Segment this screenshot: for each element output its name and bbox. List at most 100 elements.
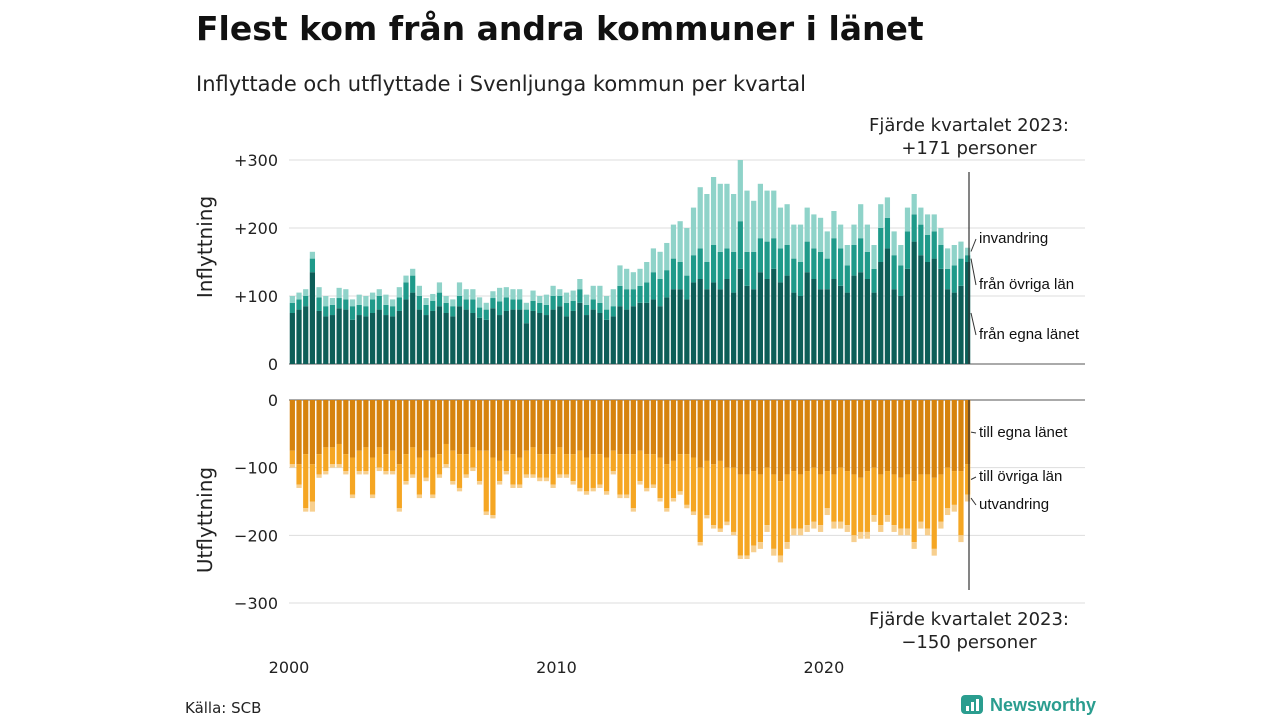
bar-in-in_invandring [550, 285, 556, 296]
bar-in-in_ovriga [510, 299, 516, 310]
bar-out-out_lan [597, 400, 603, 455]
bar-out-out_utvandring [316, 474, 322, 478]
bar-in-in_invandring [617, 265, 623, 286]
bar-out-out_ovriga [657, 457, 663, 499]
bar-out-out_lan [697, 400, 703, 468]
bar-out-out_lan [737, 400, 743, 475]
bar-in-in_ovriga [898, 265, 904, 296]
bar-in-in_lan [951, 292, 957, 364]
label-connector [970, 431, 977, 434]
bar-in-in_invandring [710, 177, 717, 245]
bar-out-out_lan [557, 400, 563, 448]
bar-out-out_ovriga [309, 464, 316, 502]
bar-out-out_lan [349, 400, 356, 458]
bar-out-out_ovriga [497, 460, 503, 482]
bar-out-out_utvandring [657, 498, 663, 502]
bar-out-out_lan [543, 400, 550, 455]
bar-in-in_invandring [603, 296, 610, 310]
bar-out-out_utvandring [784, 542, 790, 549]
y-tick-label-top: +100 [234, 287, 278, 306]
bar-in-in_lan [898, 296, 904, 364]
bar-in-in_invandring [289, 296, 295, 303]
bar-in-in_invandring [476, 297, 483, 308]
bar-in-in_lan [804, 272, 810, 364]
bar-in-in_ovriga [610, 306, 616, 317]
bar-out-out_lan [309, 400, 316, 465]
bar-out-out_utvandring [483, 511, 489, 516]
bar-in-in_ovriga [684, 275, 690, 300]
bar-out-out_lan [289, 400, 295, 451]
bar-out-out_lan [817, 400, 824, 475]
bar-out-out_utvandring [363, 471, 369, 475]
bar-out-out_lan [784, 400, 790, 475]
bar-out-out_utvandring [904, 528, 911, 536]
bar-in-in_ovriga [530, 300, 536, 311]
bar-in-in_invandring [610, 289, 616, 307]
bar-in-in_ovriga [965, 255, 971, 262]
bar-in-in_ovriga [858, 238, 864, 273]
bar-in-in_ovriga [904, 231, 911, 269]
bar-in-in_ovriga [349, 306, 356, 320]
bar-in-in_ovriga [844, 265, 850, 293]
bar-in-in_lan [858, 272, 864, 364]
bar-in-in_ovriga [744, 251, 750, 286]
bar-out-out_utvandring [777, 555, 784, 563]
bar-out-out_lan [624, 400, 630, 455]
label-connector [970, 497, 977, 506]
bar-out-out_lan [610, 400, 616, 451]
bar-in-in_invandring [630, 272, 636, 290]
bar-in-in_invandring [423, 298, 429, 305]
bar-out-out_lan [376, 400, 382, 448]
bar-out-out_utvandring [530, 474, 536, 478]
y-tick-label-top: 0 [268, 355, 278, 374]
bar-in-in_invandring [416, 285, 422, 296]
bar-out-out_lan [323, 400, 329, 448]
bar-out-out_lan [771, 400, 777, 475]
bar-out-out_lan [891, 400, 897, 475]
bar-in-in_lan [490, 308, 496, 364]
bar-out-out_utvandring [349, 494, 356, 499]
bar-out-out_utvandring [644, 487, 650, 492]
bar-in-in_ovriga [670, 258, 677, 290]
bar-out-out_ovriga [931, 477, 937, 549]
bar-in-in_invandring [898, 245, 904, 266]
bar-out-out_utvandring [570, 481, 576, 485]
bar-out-out_lan [751, 400, 757, 472]
bar-in-in_lan [563, 316, 570, 364]
bar-out-out_lan [811, 400, 817, 468]
bar-out-out_ovriga [376, 447, 382, 468]
bar-in-in_ovriga [791, 258, 797, 293]
bar-out-out_utvandring [664, 508, 670, 512]
bar-in-in_lan [690, 282, 697, 364]
bar-in-in_invandring [690, 207, 697, 256]
bar-in-in_invandring [503, 287, 509, 298]
bar-in-in_lan [777, 282, 784, 364]
bar-in-in_ovriga [637, 285, 643, 303]
bar-in-in_lan [590, 309, 596, 364]
bar-out-out_ovriga [557, 447, 563, 475]
bar-out-out_utvandring [924, 528, 931, 536]
bar-out-out_lan [537, 400, 543, 455]
bar-in-in_lan [416, 309, 422, 364]
bar-in-in_ovriga [543, 304, 550, 316]
bar-in-in_ovriga [323, 306, 329, 317]
bars-inflyttning [289, 160, 971, 364]
bar-out-out_ovriga [751, 471, 757, 546]
bar-in-in_ovriga [797, 262, 804, 296]
bar-out-out_lan [530, 400, 536, 448]
bar-in-in_lan [289, 313, 295, 364]
bar-out-out_lan [664, 400, 670, 465]
bar-in-in_invandring [757, 183, 763, 239]
bar-in-in_ovriga [657, 279, 663, 307]
bar-in-in_ovriga [777, 248, 784, 283]
bar-out-out_lan [617, 400, 623, 455]
bar-in-in_ovriga [884, 217, 891, 249]
bar-in-in_invandring [944, 248, 951, 269]
bar-out-out_ovriga [771, 474, 777, 549]
bar-in-in_ovriga [523, 309, 529, 324]
bar-in-in_ovriga [757, 238, 763, 273]
bar-out-out_lan [911, 400, 917, 482]
label-connector [970, 312, 977, 336]
y-tick-label-bottom: −200 [234, 526, 278, 545]
bar-in-in_invandring [791, 224, 797, 259]
